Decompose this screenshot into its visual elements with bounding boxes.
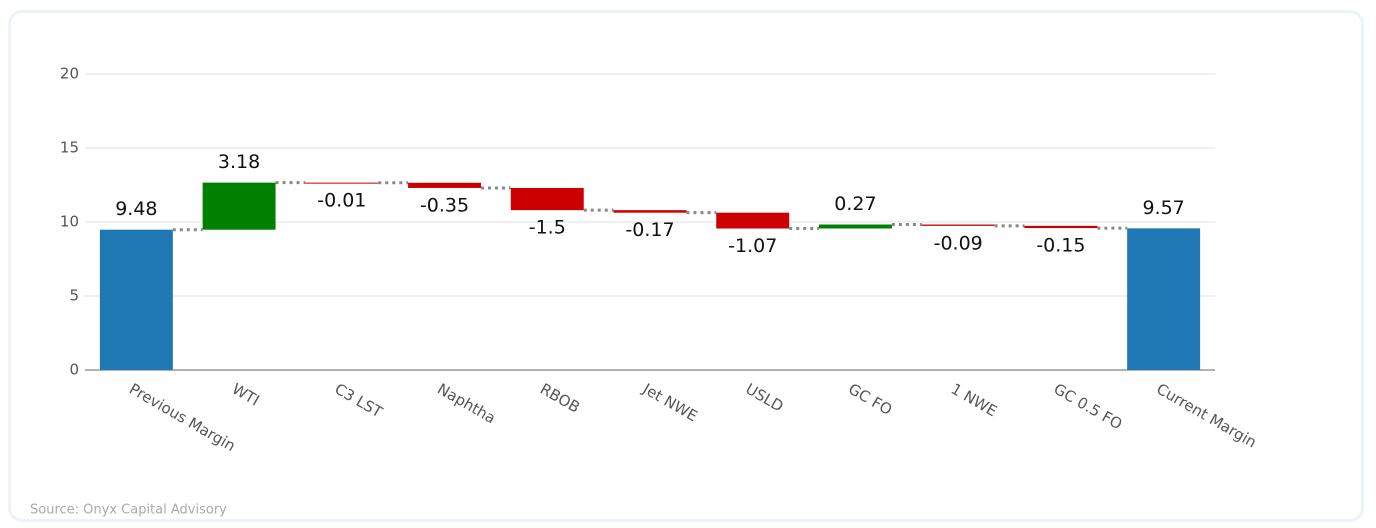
bar bbox=[99, 229, 173, 370]
bar bbox=[305, 182, 379, 184]
bar bbox=[408, 182, 482, 188]
source: Source: Onyx Capital Advisory bbox=[30, 503, 227, 518]
bar bbox=[1127, 228, 1201, 370]
y-tick-label: 0 bbox=[69, 361, 79, 379]
x-tick-label: Naphtha bbox=[434, 380, 498, 428]
value-label: -0.09 bbox=[934, 232, 983, 254]
value-label: 9.48 bbox=[115, 198, 157, 220]
bar bbox=[1024, 225, 1098, 229]
y-tick-label: 20 bbox=[60, 65, 79, 83]
x-tick-label: Current Margin bbox=[1153, 380, 1259, 452]
bar bbox=[613, 210, 687, 213]
value-label: -1.07 bbox=[728, 235, 777, 257]
value-label: 9.57 bbox=[1142, 197, 1184, 219]
x-tick-label: WTI bbox=[229, 380, 263, 410]
x-tick-label: RBOB bbox=[537, 380, 583, 417]
x-tick-label: C3 LST bbox=[332, 380, 387, 422]
value-label: -0.15 bbox=[1036, 235, 1085, 257]
value-label: -0.01 bbox=[317, 189, 366, 211]
y-tick-label: 5 bbox=[69, 287, 79, 305]
value-label: 3.18 bbox=[218, 151, 260, 173]
bar bbox=[510, 187, 584, 211]
value-label: -0.17 bbox=[625, 219, 674, 241]
bar bbox=[202, 182, 276, 230]
value-label: -0.35 bbox=[420, 194, 469, 216]
bar bbox=[921, 224, 995, 226]
x-tick-label: GC 0.5 FO bbox=[1051, 380, 1126, 434]
x-tick-label: Previous Margin bbox=[126, 380, 238, 455]
bar bbox=[716, 212, 790, 229]
x-tick-label: USLD bbox=[742, 380, 786, 416]
y-tick-label: 10 bbox=[60, 213, 79, 231]
y-tick-label: 15 bbox=[60, 139, 79, 157]
bar bbox=[818, 224, 892, 229]
x-tick-label: GC FO bbox=[845, 380, 895, 419]
x-tick-label: Jet NWE bbox=[639, 379, 701, 425]
value-label: -1.5 bbox=[529, 217, 566, 239]
x-tick-label: 1 NWE bbox=[948, 380, 1000, 421]
value-label: 0.27 bbox=[834, 193, 876, 215]
